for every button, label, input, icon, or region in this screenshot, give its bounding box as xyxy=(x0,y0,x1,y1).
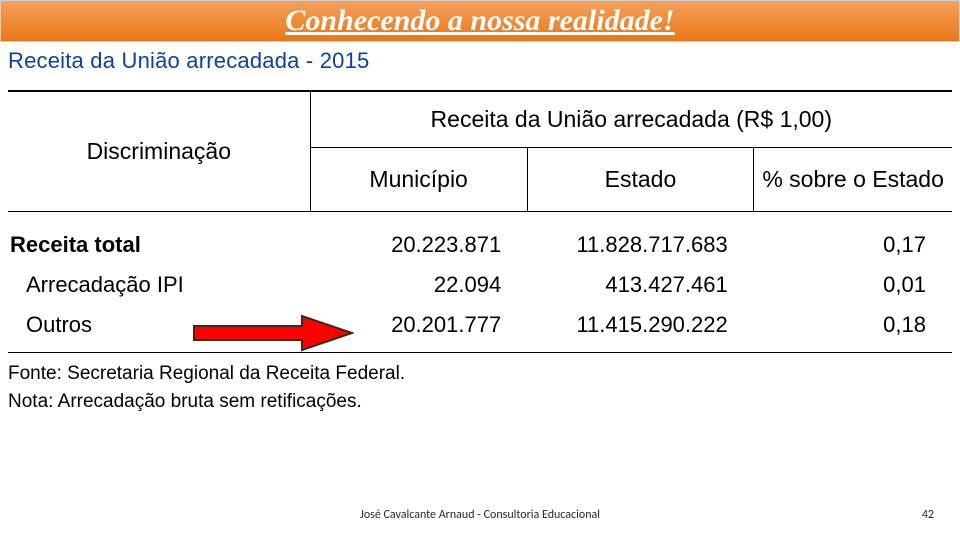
th-pct: % sobre o Estado xyxy=(754,148,952,212)
cell-estado: 11.415.290.222 xyxy=(527,305,754,353)
footnote-fonte: Fonte: Secretaria Regional da Receita Fe… xyxy=(8,363,952,385)
table-row: Receita total 20.223.871 11.828.717.683 … xyxy=(8,212,952,266)
revenue-table: Discriminação Receita da União arrecadad… xyxy=(8,90,952,353)
th-municipio: Município xyxy=(310,148,527,212)
th-group: Receita da União arrecadada (R$ 1,00) xyxy=(310,91,952,148)
footer-page-number: 42 xyxy=(922,508,934,522)
footer-author: José Cavalcante Arnaud - Consultoria Edu… xyxy=(0,508,960,522)
cell-estado: 413.427.461 xyxy=(527,265,754,305)
footnote-nota: Nota: Arrecadação bruta sem retificações… xyxy=(8,391,952,413)
th-discriminacao: Discriminação xyxy=(8,91,310,212)
cell-pct: 0,18 xyxy=(754,305,952,353)
row-label: Arrecadação IPI xyxy=(8,265,310,305)
cell-municipio: 20.223.871 xyxy=(310,212,527,266)
table-row: Outros 20.201.777 11.415.290.222 0,18 xyxy=(8,305,952,353)
footnotes: Fonte: Secretaria Regional da Receita Fe… xyxy=(8,363,952,413)
cell-pct: 0,01 xyxy=(754,265,952,305)
cell-estado: 11.828.717.683 xyxy=(527,212,754,266)
cell-municipio: 20.201.777 xyxy=(310,305,527,353)
cell-pct: 0,17 xyxy=(754,212,952,266)
row-label: Receita total xyxy=(8,212,310,266)
cell-municipio: 22.094 xyxy=(310,265,527,305)
title-banner: Conhecendo a nossa realidade! xyxy=(0,0,960,42)
th-estado: Estado xyxy=(527,148,754,212)
table-row: Arrecadação IPI 22.094 413.427.461 0,01 xyxy=(8,265,952,305)
content-area: Receita da União arrecadada - 2015 Discr… xyxy=(0,42,960,413)
row-label: Outros xyxy=(8,305,310,353)
slide-title: Conhecendo a nossa realidade! xyxy=(285,4,674,38)
chart-title: Receita da União arrecadada - 2015 xyxy=(8,48,952,74)
